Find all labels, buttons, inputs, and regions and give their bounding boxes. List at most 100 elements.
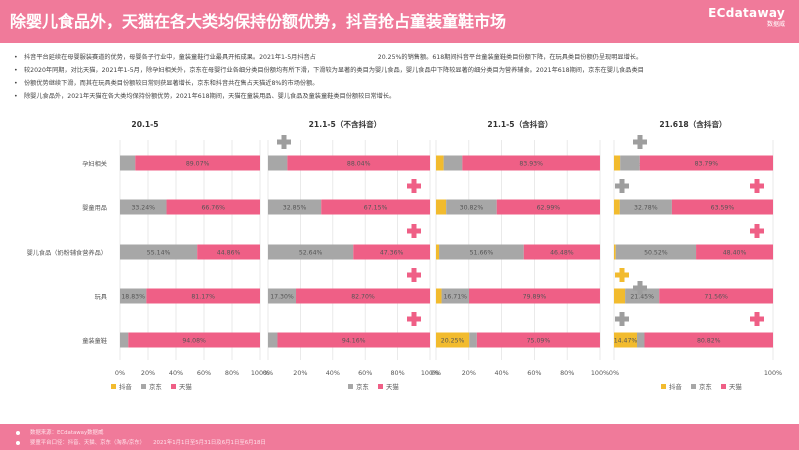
change-marker-icon [750, 312, 764, 326]
x-tick-label: 60% [358, 369, 372, 377]
footer-source: 数据来源：ECdataway数据威 [30, 430, 104, 436]
bar-value-label: 89.07% [186, 160, 210, 167]
bullet-3: 份额优势继续下滑，而其在玩具类目份额较日常则获显著增长，京东和抖音共在售占天猫近… [12, 77, 782, 90]
x-tick-label: 60% [197, 369, 211, 377]
footer-bullet-1 [16, 431, 20, 435]
bar-segment [120, 332, 129, 348]
change-marker-icon [633, 135, 647, 149]
bar-segment [614, 332, 638, 348]
bar-segment [436, 332, 470, 348]
bar-segment [128, 332, 260, 348]
category-label: 婴儿食品（奶粉辅食营养品） [27, 249, 107, 257]
bar-segment [614, 288, 626, 304]
legend-label: 天猫 [386, 382, 399, 391]
x-tick-label: 20% [141, 369, 155, 377]
x-tick-label: 20% [293, 369, 307, 377]
bar-segment [671, 199, 773, 215]
bar-segment [620, 155, 640, 171]
bar-value-label: 32.78% [634, 204, 658, 211]
bar-value-label: 83.79% [695, 160, 719, 167]
bar-value-label: 47.36% [380, 249, 404, 256]
bar-segment [625, 288, 660, 304]
bar-value-label: 52.64% [299, 249, 323, 256]
change-marker-icon [407, 312, 421, 326]
bar-value-label: 51.66% [470, 249, 494, 256]
bar-segment [436, 199, 447, 215]
legend-label: 京东 [699, 382, 712, 391]
bar-segment [268, 288, 297, 304]
change-marker-icon [407, 268, 421, 282]
bar-value-label: 30.82% [460, 204, 484, 211]
bar-value-label: 71.56% [704, 293, 728, 300]
bar-segment [468, 288, 600, 304]
bar-segment [469, 332, 477, 348]
bar-segment [268, 199, 322, 215]
x-tick-label: 60% [527, 369, 541, 377]
x-tick-label: 100% [421, 369, 439, 377]
x-tick-label: 0% [609, 369, 619, 377]
bar-value-label: 66.76% [201, 204, 225, 211]
category-label: 玩具 [95, 294, 107, 301]
summary-bullets: 抖音平台延续在母婴服装赛道的优势，母婴各子行业中，童装童鞋行业最具开拓成果。20… [12, 51, 782, 103]
legend-swatch [691, 384, 696, 389]
bar-segment [166, 199, 260, 215]
bar-segment [441, 288, 469, 304]
bullet-1: 抖音平台延续在母婴服装赛道的优势，母婴各子行业中，童装童鞋行业最具开拓成果。20… [12, 51, 782, 64]
change-marker-icon [633, 281, 647, 295]
legend-swatch [171, 384, 176, 389]
bar-segment [120, 244, 198, 260]
bar-segment [614, 244, 616, 260]
legend-swatch [378, 384, 383, 389]
bar-value-label: 67.15% [364, 204, 388, 211]
panel-title: 21.618（含抖音） [659, 119, 726, 129]
x-tick-label: 0% [263, 369, 273, 377]
bar-segment [277, 332, 430, 348]
change-marker-icon [407, 179, 421, 193]
bar-segment [120, 155, 136, 171]
panel-title: 20.1-5 [131, 120, 158, 129]
legend-swatch [348, 384, 353, 389]
legend-label: 京东 [149, 382, 162, 391]
bar-segment [436, 244, 440, 260]
bar-segment [120, 199, 167, 215]
brand-name: ECdataway [708, 6, 785, 20]
legend-swatch [141, 384, 146, 389]
bar-value-label: 94.08% [182, 337, 206, 344]
category-label: 婴童用品 [82, 204, 107, 212]
x-tick-label: 100% [251, 369, 269, 377]
x-tick-label: 40% [326, 369, 340, 377]
bar-segment [353, 244, 430, 260]
x-tick-label: 80% [390, 369, 404, 377]
bar-segment [476, 332, 600, 348]
legend-swatch [661, 384, 666, 389]
footer-notch [392, 424, 408, 433]
bar-value-label: 79.89% [523, 293, 547, 300]
bar-value-label: 18.83% [121, 293, 145, 300]
brand-logo: ECdataway 数据威 [708, 6, 785, 28]
change-marker-icon [615, 179, 629, 193]
legend-swatch [721, 384, 726, 389]
panel-title: 21.1-5（不含抖音） [309, 119, 382, 129]
bar-value-label: 48.40% [723, 249, 747, 256]
bar-value-label: 82.70% [351, 293, 375, 300]
brand-name-cn: 数据威 [766, 21, 785, 28]
bar-value-label: 44.86% [217, 249, 241, 256]
bar-segment [197, 244, 260, 260]
bar-segment [439, 244, 524, 260]
bar-value-label: 14.47% [614, 337, 638, 344]
x-tick-label: 40% [169, 369, 183, 377]
bar-segment [659, 288, 773, 304]
bar-segment [615, 244, 697, 260]
x-tick-label: 80% [560, 369, 574, 377]
bar-segment [268, 155, 288, 171]
footer-bullet-2 [16, 441, 20, 445]
bullet-4: 除婴儿食品外，2021年天猫在各大类均保持份额优势，2021年618期间，天猫在… [12, 90, 782, 103]
bar-segment [146, 288, 260, 304]
bar-segment [443, 155, 463, 171]
bar-value-label: 32.85% [283, 204, 307, 211]
legend-label: 抖音 [669, 382, 682, 391]
bar-segment [614, 199, 620, 215]
bar-segment [637, 332, 645, 348]
bar-segment [268, 244, 354, 260]
change-marker-icon [750, 179, 764, 193]
